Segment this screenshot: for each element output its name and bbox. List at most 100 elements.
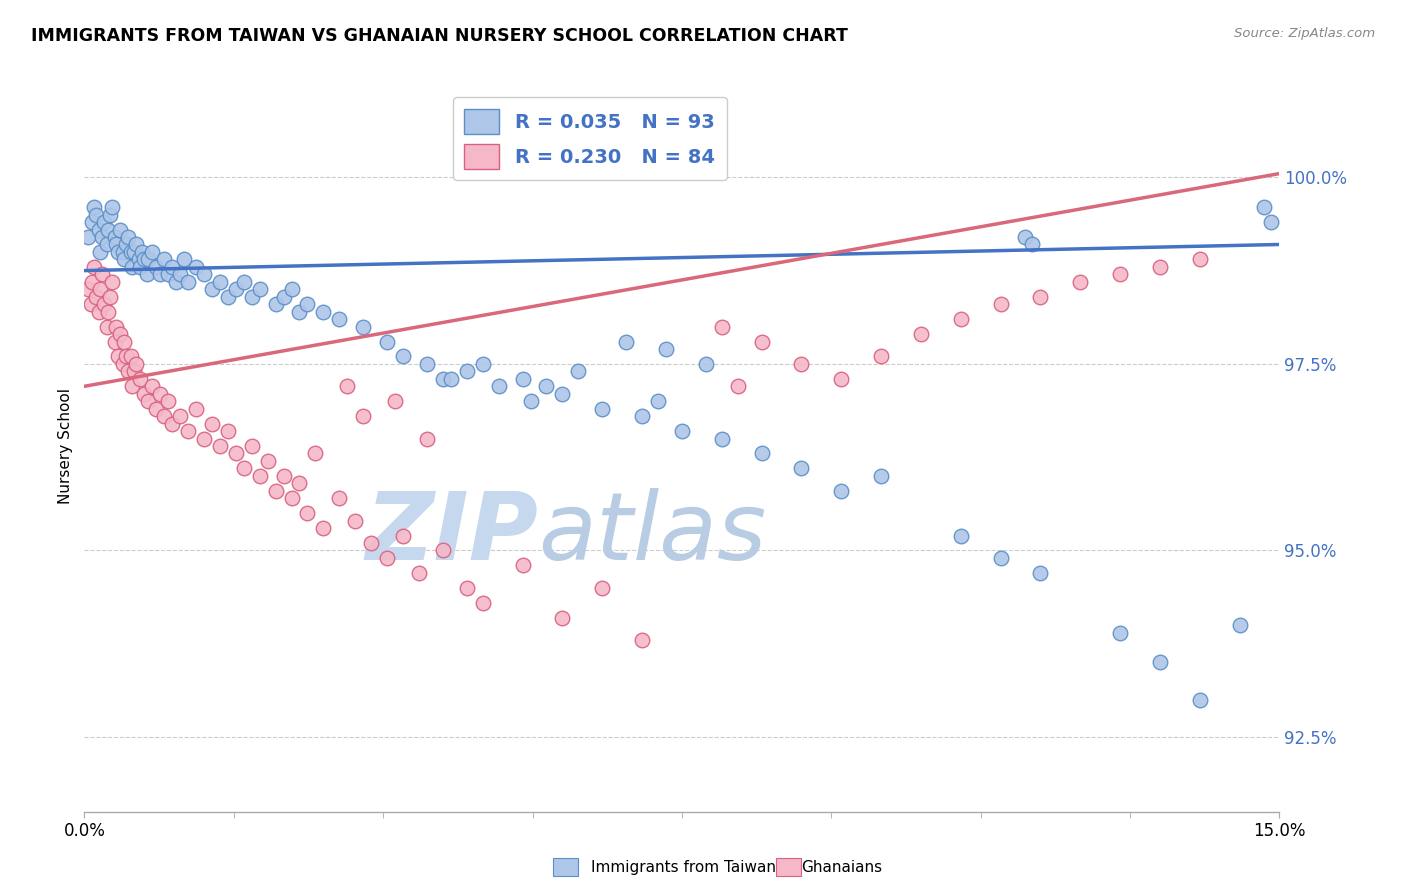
Point (256, 454, 278, 468)
Point (160, 417, 183, 431)
Point (121, 260, 143, 274)
Point (157, 394, 180, 409)
Point (128, 252, 150, 267)
Point (125, 237, 148, 252)
Point (177, 424, 200, 438)
Point (288, 476, 311, 491)
Text: ZIP: ZIP (366, 488, 538, 580)
Point (232, 461, 254, 475)
Point (471, 357, 494, 371)
Point (631, 633, 654, 648)
Point (375, 551, 398, 566)
Point (264, 297, 287, 311)
Point (416, 357, 439, 371)
Point (488, 379, 510, 393)
Point (870, 350, 893, 364)
Point (432, 372, 454, 386)
Point (416, 432, 439, 446)
Point (392, 528, 415, 542)
Point (264, 483, 287, 498)
Point (173, 252, 195, 267)
Point (97, 222, 120, 236)
Point (193, 268, 215, 282)
Point (336, 379, 359, 393)
Text: IMMIGRANTS FROM TAIWAN VS GHANAIAN NURSERY SCHOOL CORRELATION CHART: IMMIGRANTS FROM TAIWAN VS GHANAIAN NURSE… (31, 27, 848, 45)
Point (104, 230, 127, 244)
Point (169, 409, 191, 424)
Point (304, 446, 326, 460)
Point (512, 372, 534, 386)
Point (990, 551, 1012, 566)
Point (114, 350, 136, 364)
Point (273, 468, 295, 483)
Point (112, 252, 135, 267)
Point (110, 326, 132, 341)
Point (145, 260, 167, 274)
Point (1188, 252, 1211, 267)
Point (1253, 200, 1275, 214)
Point (551, 610, 574, 624)
Point (591, 401, 613, 416)
Point (328, 491, 350, 506)
Point (96, 237, 118, 252)
Point (110, 222, 132, 236)
Point (949, 528, 972, 542)
Point (456, 364, 478, 378)
Point (273, 290, 295, 304)
Point (727, 379, 749, 393)
Point (870, 468, 893, 483)
Point (751, 334, 773, 349)
Point (591, 581, 613, 595)
Point (830, 483, 852, 498)
Point (87, 304, 110, 318)
Point (1014, 230, 1036, 244)
Point (77, 282, 100, 296)
Point (101, 200, 124, 214)
Point (117, 364, 139, 378)
Point (120, 350, 142, 364)
Point (1069, 275, 1091, 289)
Point (519, 394, 541, 409)
Point (232, 275, 254, 289)
Point (125, 357, 148, 371)
Point (631, 409, 654, 424)
Point (96, 319, 118, 334)
Point (225, 446, 247, 460)
Point (288, 304, 311, 318)
Point (1229, 618, 1251, 632)
Point (97, 304, 120, 318)
Point (249, 468, 271, 483)
Point (153, 252, 176, 267)
Point (193, 432, 215, 446)
Point (136, 394, 159, 409)
Point (83, 200, 105, 214)
Text: Source: ZipAtlas.com: Source: ZipAtlas.com (1234, 27, 1375, 40)
Point (567, 364, 589, 378)
Point (107, 350, 129, 364)
Point (352, 319, 374, 334)
Point (86, 290, 108, 304)
Point (297, 297, 319, 311)
Point (120, 244, 142, 259)
Point (790, 461, 813, 475)
Point (165, 275, 187, 289)
Point (82, 215, 104, 229)
Point (360, 536, 382, 550)
Point (201, 417, 224, 431)
Point (98, 208, 121, 222)
Point (392, 350, 415, 364)
Point (184, 260, 207, 274)
Point (240, 290, 263, 304)
Point (375, 334, 398, 349)
Point (122, 244, 145, 259)
Point (384, 394, 406, 409)
Point (217, 290, 239, 304)
Point (328, 312, 350, 326)
Point (344, 514, 367, 528)
Point (132, 386, 156, 401)
Point (169, 268, 191, 282)
Point (201, 282, 224, 296)
Point (710, 319, 733, 334)
Point (830, 372, 852, 386)
Point (114, 237, 136, 252)
